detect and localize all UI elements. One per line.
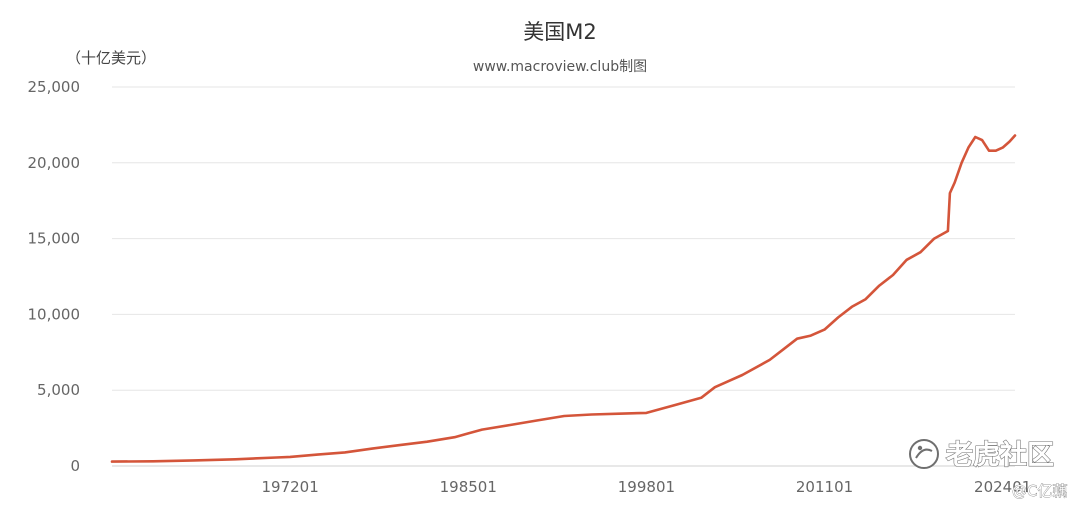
data-point bbox=[741, 374, 744, 376]
data-point bbox=[590, 413, 593, 416]
data-point bbox=[481, 428, 483, 431]
x-tick-label: 201101 bbox=[796, 478, 853, 496]
data-point bbox=[426, 440, 429, 443]
data-point bbox=[851, 306, 853, 308]
x-tick-label: 197201 bbox=[262, 478, 319, 496]
x-axis-ticks: 197201 198501 199801 201101 202401 bbox=[262, 478, 1032, 496]
x-tick-label: 199801 bbox=[618, 478, 675, 496]
data-point bbox=[645, 412, 648, 414]
chart-title: 美国M2 bbox=[523, 20, 596, 44]
data-point bbox=[878, 284, 881, 287]
data-point bbox=[467, 432, 470, 435]
data-point bbox=[988, 149, 990, 152]
data-point bbox=[289, 456, 291, 458]
series-line-m2 bbox=[110, 134, 1017, 463]
data-point bbox=[810, 334, 812, 337]
data-point bbox=[111, 460, 113, 463]
data-point bbox=[974, 136, 977, 138]
data-point bbox=[399, 444, 401, 446]
y-axis-ticks: 0 5,000 10,000 15,000 20,000 25,000 bbox=[28, 78, 81, 475]
data-point bbox=[152, 460, 154, 463]
data-point bbox=[953, 181, 956, 184]
data-point bbox=[275, 456, 278, 459]
data-point bbox=[823, 328, 826, 331]
data-point bbox=[960, 162, 963, 164]
data-point bbox=[1008, 140, 1011, 143]
data-point bbox=[193, 459, 195, 462]
data-point bbox=[563, 415, 565, 417]
watermark: 老虎社区 @C亿藕 bbox=[909, 438, 1068, 500]
data-point bbox=[453, 436, 456, 439]
x-tick-label: 198501 bbox=[440, 478, 497, 496]
data-point bbox=[618, 412, 620, 415]
y-axis-unit-label: （十亿美元） bbox=[66, 49, 156, 67]
x-tick-label: 202401 bbox=[974, 478, 1031, 496]
data-point bbox=[1001, 146, 1004, 149]
y-tick-label: 5,000 bbox=[37, 381, 80, 399]
y-tick-label: 15,000 bbox=[28, 230, 81, 248]
data-point bbox=[1014, 134, 1016, 137]
data-point bbox=[344, 451, 346, 454]
data-point bbox=[714, 386, 716, 389]
data-point bbox=[995, 149, 997, 152]
gridlines bbox=[112, 86, 1015, 467]
data-point bbox=[768, 359, 771, 361]
data-point bbox=[892, 274, 894, 276]
data-point bbox=[905, 259, 908, 261]
data-point bbox=[837, 316, 839, 319]
data-point bbox=[673, 404, 675, 407]
data-point bbox=[949, 192, 951, 194]
data-point bbox=[967, 146, 970, 149]
data-point bbox=[796, 337, 798, 340]
data-point bbox=[919, 251, 922, 253]
series-layer bbox=[110, 134, 1017, 463]
data-point bbox=[947, 230, 949, 232]
y-tick-label: 20,000 bbox=[28, 154, 81, 172]
data-point bbox=[782, 348, 785, 351]
watermark-handle: @C亿藕 bbox=[1012, 482, 1067, 500]
data-point bbox=[981, 139, 983, 141]
data-point bbox=[864, 298, 867, 301]
data-point bbox=[371, 447, 374, 450]
data-point bbox=[508, 424, 511, 426]
watermark-logo-icon bbox=[909, 439, 939, 469]
watermark-brand: 老虎社区 bbox=[946, 439, 1054, 471]
chart-subtitle: www.macroview.club制图 bbox=[473, 59, 647, 75]
y-tick-label: 10,000 bbox=[28, 305, 81, 323]
y-tick-label: 25,000 bbox=[28, 78, 81, 96]
y-tick-label: 0 bbox=[70, 457, 80, 475]
data-point bbox=[933, 237, 935, 240]
data-point bbox=[234, 458, 237, 461]
data-point bbox=[536, 419, 538, 422]
data-point bbox=[700, 397, 702, 399]
data-point bbox=[316, 453, 319, 456]
